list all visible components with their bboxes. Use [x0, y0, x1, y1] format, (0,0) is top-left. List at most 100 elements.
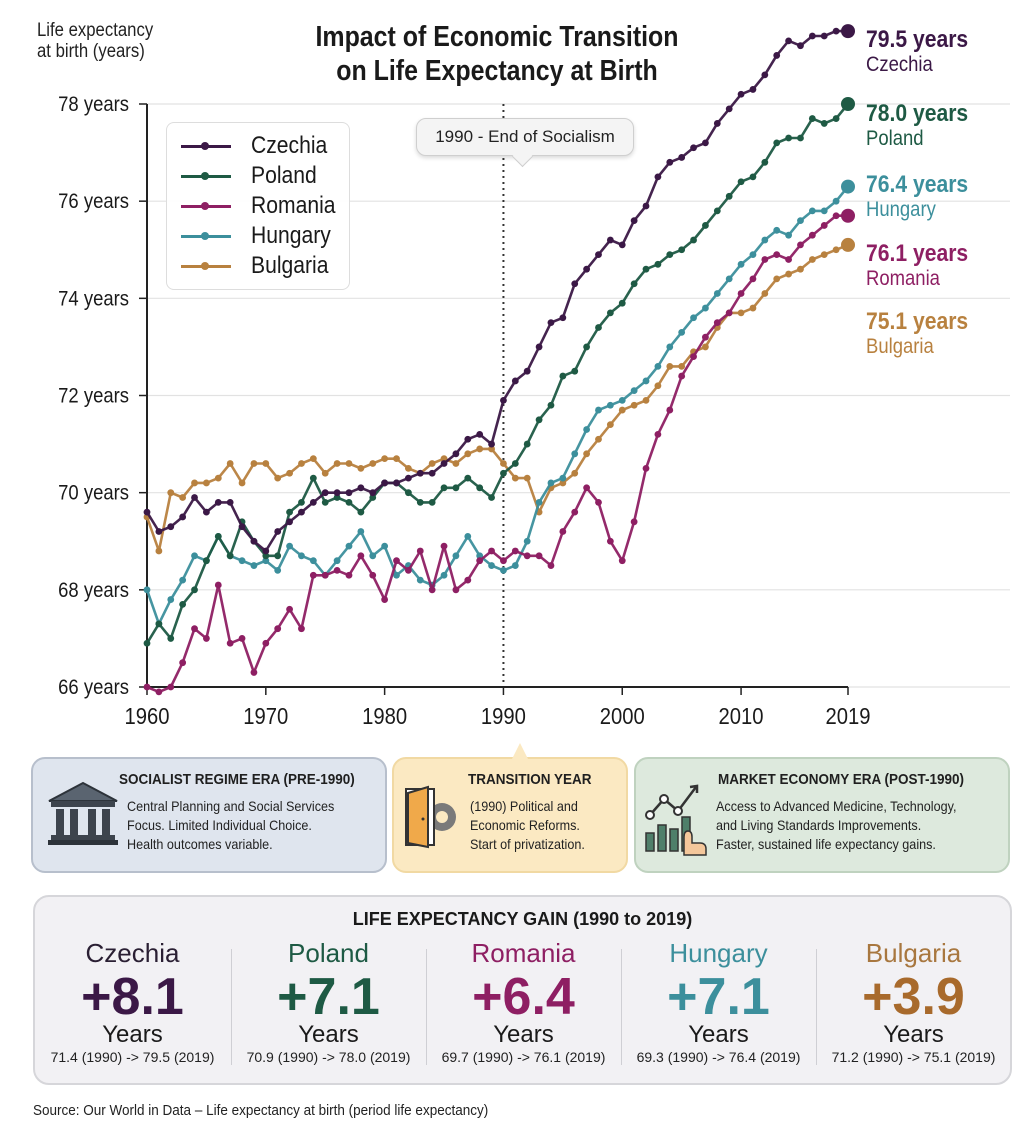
data-point — [286, 542, 293, 550]
data-point — [369, 460, 377, 467]
market-economy-panel: MARKET ECONOMY ERA (POST-1990) Access to… — [634, 757, 1010, 873]
data-point — [785, 231, 792, 239]
data-point — [226, 639, 234, 647]
gain-card-poland: Poland +7.1 Years 70.9 (1990) -> 78.0 (2… — [231, 937, 426, 1065]
data-point — [500, 396, 507, 404]
data-point — [333, 567, 341, 574]
y-tick-label: 70 years — [58, 482, 129, 505]
data-point — [630, 518, 638, 526]
panel-line: Focus. Limited Individual Choice. — [127, 817, 312, 833]
data-point — [618, 406, 626, 414]
data-point — [274, 552, 282, 560]
data-point — [214, 474, 222, 482]
data-point — [155, 547, 163, 555]
data-point — [820, 251, 828, 259]
data-point — [606, 421, 614, 429]
data-point — [523, 474, 531, 482]
y-axis-title: Life expectancy at birth (years) — [37, 20, 153, 62]
data-point — [666, 251, 674, 259]
data-point — [191, 625, 198, 633]
data-point — [369, 494, 377, 501]
annotation-callout: 1990 - End of Socialism — [416, 118, 634, 168]
data-point — [595, 324, 602, 331]
data-point — [500, 567, 507, 574]
data-point — [191, 479, 198, 487]
data-point — [381, 479, 389, 487]
panel-line: and Living Standards Improvements. — [716, 817, 922, 833]
government-building-icon — [48, 781, 118, 845]
gain-card-bulgaria: Bulgaria +3.9 Years 71.2 (1990) -> 75.1 … — [816, 937, 1011, 1065]
data-point — [226, 460, 234, 467]
gain-unit: Years — [298, 1021, 359, 1048]
gain-range: 71.4 (1990) -> 79.5 (2019) — [50, 1049, 215, 1065]
data-point — [167, 635, 175, 642]
data-point — [630, 387, 638, 395]
data-point — [547, 319, 555, 327]
data-point — [262, 547, 270, 555]
data-point — [155, 528, 163, 535]
data-point — [381, 455, 389, 463]
data-point — [214, 581, 222, 589]
divider — [621, 949, 622, 1065]
end-value: 76.1 years — [866, 240, 969, 267]
data-point — [725, 309, 733, 317]
data-point — [606, 236, 614, 244]
legend-item-czechia: Czechia — [181, 131, 338, 161]
open-door-gear-icon — [405, 785, 456, 849]
data-point — [286, 469, 293, 477]
gain-country: Romania — [471, 938, 576, 968]
data-point — [238, 635, 246, 642]
x-tick-label: 1980 — [362, 703, 407, 730]
data-point — [773, 226, 781, 234]
data-point — [440, 460, 448, 467]
data-point — [618, 299, 626, 307]
data-point — [262, 557, 270, 565]
legend-label: Romania — [251, 192, 336, 219]
data-point — [797, 42, 804, 50]
data-point — [678, 328, 686, 336]
series-lines — [143, 24, 855, 696]
data-point — [309, 474, 317, 482]
data-point — [286, 508, 293, 516]
data-point — [666, 406, 674, 414]
data-point — [476, 484, 484, 492]
data-point — [595, 435, 602, 443]
data-point — [761, 256, 769, 263]
data-point — [535, 416, 543, 424]
data-point — [737, 90, 745, 98]
data-point — [333, 494, 341, 501]
panel-pointer — [512, 743, 528, 759]
data-point — [690, 314, 697, 322]
data-point — [785, 134, 792, 142]
end-country: Romania — [866, 267, 940, 290]
end-country: Hungary — [866, 198, 936, 221]
legend: Czechia Poland Romania Hungary Bulgaria — [166, 122, 350, 290]
data-point — [203, 479, 210, 487]
data-point — [808, 231, 816, 239]
data-point — [440, 571, 448, 579]
legend-swatch-bulgaria — [181, 259, 231, 273]
data-point — [713, 207, 721, 215]
data-point — [571, 367, 579, 375]
source-note: Source: Our World in Data – Life expecta… — [33, 1102, 489, 1119]
data-point — [595, 251, 602, 259]
end-point-marker — [841, 179, 855, 194]
gain-card-hungary: Hungary +7.1 Years 69.3 (1990) -> 76.4 (… — [621, 937, 816, 1065]
data-point — [511, 547, 519, 555]
data-point — [298, 625, 305, 633]
data-point — [381, 596, 389, 603]
data-point — [808, 256, 816, 263]
data-point — [630, 401, 638, 409]
data-point — [642, 464, 650, 472]
gain-unit: Years — [883, 1021, 944, 1048]
gain-summary-title: LIFE EXPECTANCY GAIN (1990 to 2019) — [352, 909, 693, 929]
data-point — [345, 460, 353, 467]
data-point — [678, 372, 686, 380]
x-axis-ticks: 1960 1970 1980 1990 2000 2010 2019 — [124, 687, 871, 730]
data-point — [452, 552, 460, 560]
data-point — [440, 542, 448, 550]
data-point — [357, 464, 365, 472]
data-point — [618, 241, 626, 249]
data-point — [298, 552, 305, 560]
end-label-hungary: 76.4 years Hungary — [866, 172, 968, 222]
